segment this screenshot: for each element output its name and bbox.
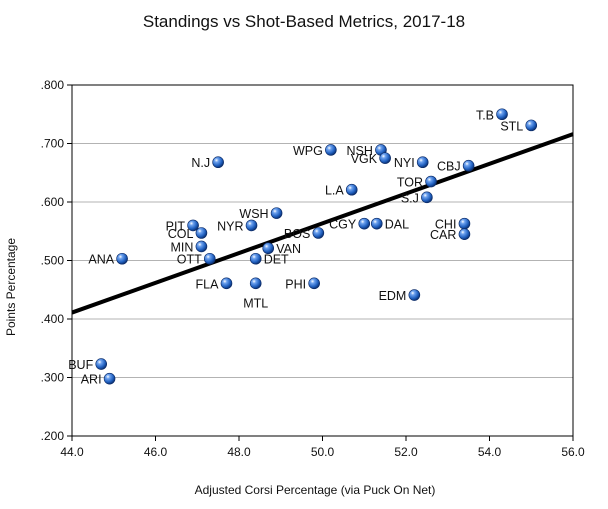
point-label: VGK: [351, 152, 378, 166]
point-label: OTT: [177, 253, 202, 267]
data-point: [262, 242, 275, 255]
x-tick-label: 50.0: [311, 445, 335, 459]
data-point: [308, 277, 320, 290]
point-label: PHI: [285, 277, 306, 291]
data-point: [95, 358, 108, 370]
y-tick-label: .800: [41, 78, 65, 92]
point-label: NYI: [394, 156, 415, 170]
y-axis-title: Points Percentage: [4, 238, 18, 336]
data-point: [325, 144, 337, 156]
point-label: S.J: [401, 191, 419, 205]
x-tick-label: 48.0: [227, 445, 251, 459]
data-point: [203, 252, 216, 265]
y-tick-label: .200: [41, 429, 65, 443]
point-layer: [95, 108, 538, 385]
data-point: [116, 252, 128, 265]
point-label: TOR: [397, 176, 423, 190]
x-tick-label: 54.0: [478, 445, 502, 459]
data-point: [358, 217, 371, 230]
x-tick-label: 56.0: [561, 445, 585, 459]
point-label: WPG: [293, 144, 323, 158]
y-tick-label: .700: [41, 137, 65, 151]
point-label: CHI: [435, 218, 457, 232]
trend-layer: [71, 132, 574, 315]
data-point: [462, 159, 475, 172]
point-label: WSH: [239, 207, 268, 221]
data-point: [220, 277, 233, 290]
data-point: [270, 207, 283, 219]
point-label: NSH: [347, 144, 373, 158]
point-label: EDM: [379, 289, 407, 303]
data-point: [312, 227, 325, 239]
data-point: [408, 289, 421, 301]
point-label: STL: [500, 119, 523, 133]
point-label: CAR: [430, 228, 456, 242]
data-point: [249, 252, 262, 265]
data-point: [458, 217, 471, 230]
data-point: [187, 219, 199, 232]
chart-title: Standings vs Shot-Based Metrics, 2017-18: [143, 12, 465, 31]
data-point: [370, 217, 383, 230]
point-label: CBJ: [437, 160, 461, 174]
y-tick-label: .500: [41, 254, 65, 268]
data-point: [195, 227, 208, 239]
y-tick-label: .300: [41, 371, 65, 385]
x-axis-title: Adjusted Corsi Percentage (via Puck On N…: [195, 483, 436, 497]
point-label: COL: [168, 227, 194, 241]
data-point: [421, 191, 433, 204]
tick-layer: .200 .300 .400 .500 .600 .700 .800 44.0 46.0 48.0…: [41, 78, 585, 459]
point-label: MIN: [171, 240, 194, 254]
data-point: [212, 156, 224, 169]
point-label: BOS: [284, 227, 310, 241]
point-label: DET: [264, 253, 289, 267]
data-point: [249, 277, 262, 290]
point-label: CGY: [329, 218, 357, 232]
data-point: [496, 108, 508, 121]
x-tick-label: 46.0: [144, 445, 168, 459]
point-label: DAL: [385, 218, 409, 232]
point-label: NYR: [217, 219, 243, 233]
grid-layer: [72, 84, 573, 437]
point-label: L.A: [325, 184, 344, 198]
point-label: FLA: [196, 277, 220, 291]
trendline: [71, 132, 574, 315]
data-point: [458, 228, 471, 240]
data-point: [103, 372, 116, 385]
point-label: VAN: [276, 242, 301, 256]
x-tick-label: 44.0: [60, 445, 84, 459]
data-point: [345, 183, 358, 196]
point-label: T.B: [476, 108, 494, 122]
y-tick-label: .400: [41, 312, 65, 326]
data-point: [525, 119, 538, 132]
point-label: N.J: [191, 156, 210, 170]
data-point: [245, 219, 258, 232]
point-label: BUF: [68, 358, 93, 372]
point-label: ANA: [88, 253, 114, 267]
data-point: [416, 156, 429, 169]
y-tick-label: .600: [41, 195, 65, 209]
data-point: [195, 240, 208, 253]
point-label: PIT: [166, 219, 186, 233]
point-label: MTL: [243, 296, 268, 310]
x-tick-label: 52.0: [394, 445, 418, 459]
data-point: [379, 152, 391, 164]
data-point: [425, 175, 437, 188]
point-label: ARI: [81, 373, 102, 387]
